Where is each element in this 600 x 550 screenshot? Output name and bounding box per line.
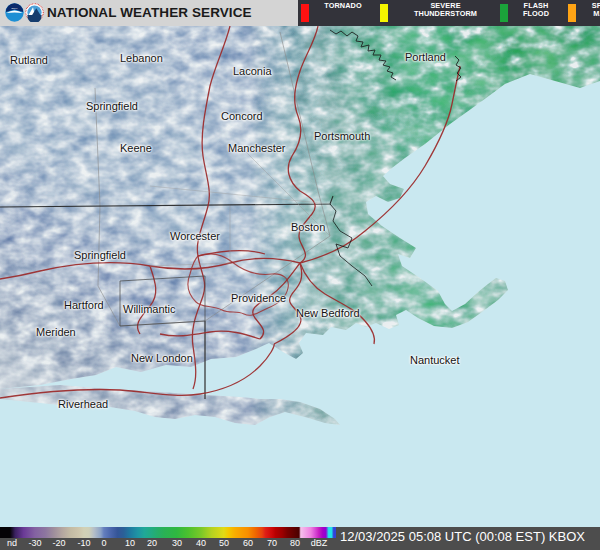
svg-text:NOAA: NOAA <box>11 7 18 9</box>
